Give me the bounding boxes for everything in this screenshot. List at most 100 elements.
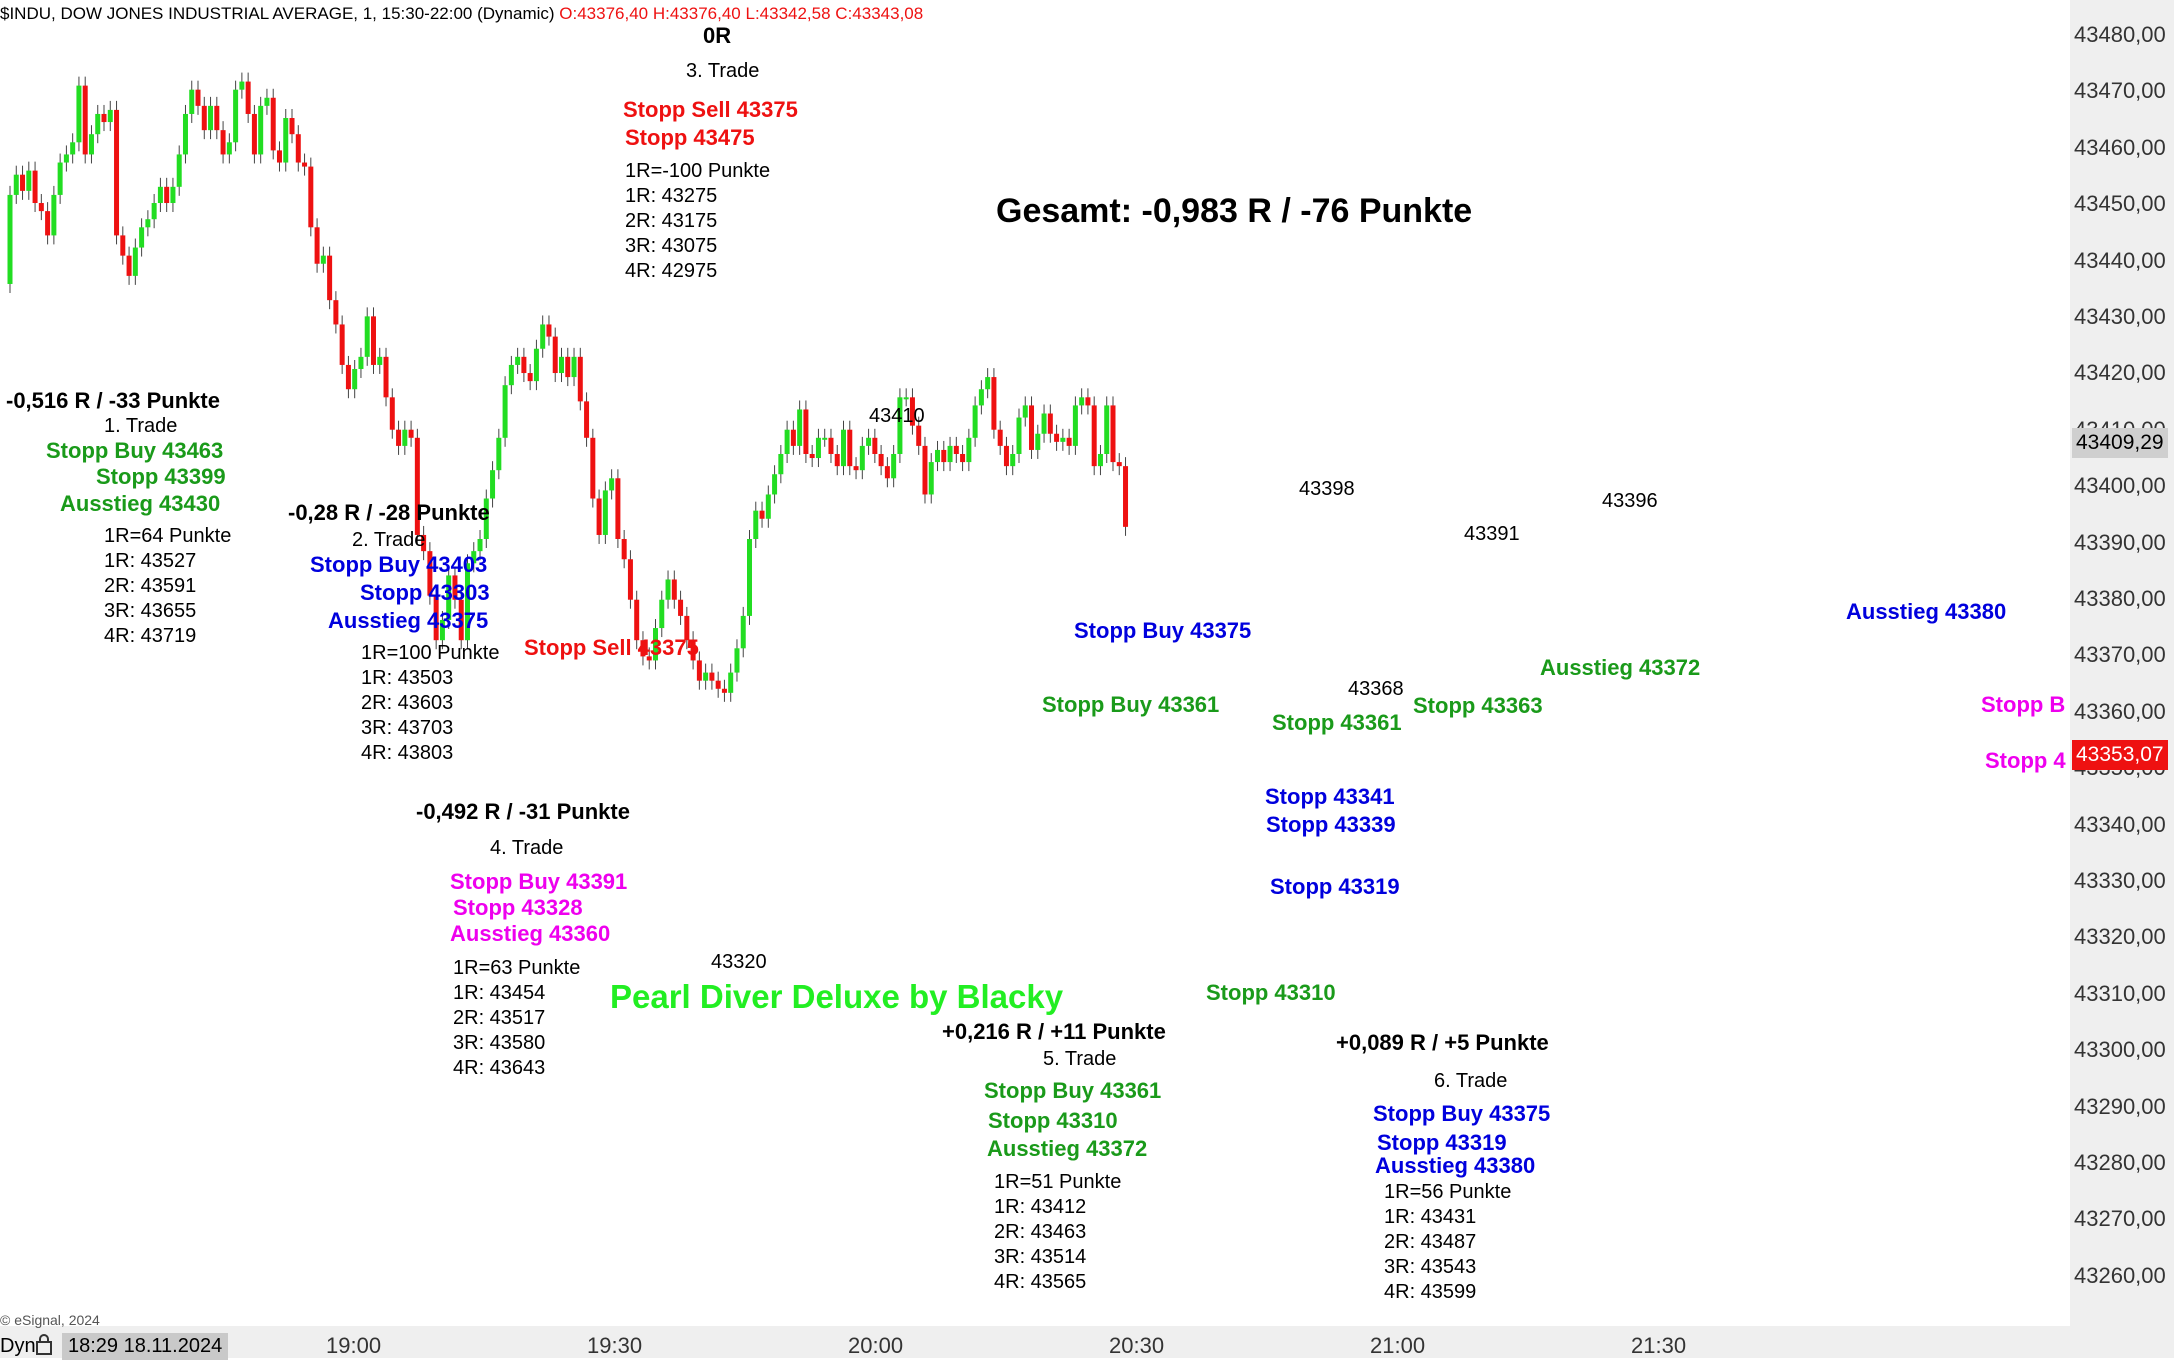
candle-up bbox=[1035, 433, 1041, 450]
label-ausstieg-43372: Ausstieg 43372 bbox=[1540, 655, 1701, 680]
level-43368: 43368 bbox=[1348, 678, 1404, 700]
candle-down bbox=[433, 595, 439, 641]
candle-up bbox=[464, 563, 470, 641]
candle-down bbox=[916, 425, 922, 446]
trade2-r1: 1R: 43503 bbox=[361, 667, 454, 689]
label-stopp-43363: Stopp 43363 bbox=[1413, 693, 1543, 718]
candle-down bbox=[345, 364, 351, 390]
candle-down bbox=[709, 672, 715, 681]
trade1-r1: 1R: 43527 bbox=[104, 550, 197, 572]
candle-up bbox=[891, 453, 897, 479]
candle-up bbox=[797, 409, 803, 446]
y-tick-label: 43390,00 bbox=[2074, 529, 2166, 555]
trade2-r2: 2R: 43603 bbox=[361, 692, 454, 714]
x-tick-label: 20:30 bbox=[1109, 1333, 1165, 1358]
candle-down bbox=[389, 397, 395, 430]
gesamt-summary: Gesamt: -0,983 R / -76 Punkte bbox=[996, 192, 1473, 230]
trade1-r: 1R=64 Punkte bbox=[104, 525, 232, 547]
price-axis[interactable] bbox=[2070, 0, 2174, 1358]
candle-down bbox=[1116, 462, 1122, 467]
y-tick-label: 43310,00 bbox=[2074, 980, 2166, 1006]
candle-down bbox=[872, 437, 878, 454]
brand-label: Pearl Diver Deluxe by Blacky bbox=[610, 978, 1064, 1015]
candle-down bbox=[414, 437, 420, 535]
trade3-r2: 2R: 43175 bbox=[625, 210, 718, 232]
candle-up bbox=[170, 186, 176, 204]
candle-up bbox=[477, 539, 483, 552]
label-stopp-buy-43361: Stopp Buy 43361 bbox=[1042, 692, 1220, 717]
y-tick-label: 43290,00 bbox=[2074, 1093, 2166, 1119]
lock-icon[interactable] bbox=[34, 1333, 54, 1355]
y-tick-label: 43300,00 bbox=[2074, 1037, 2166, 1063]
y-tick-label: 43470,00 bbox=[2074, 78, 2166, 104]
x-tick-label: 19:30 bbox=[587, 1333, 643, 1358]
candle-down bbox=[621, 539, 627, 560]
candle-up bbox=[765, 494, 771, 519]
candle-down bbox=[120, 235, 126, 256]
candle-up bbox=[490, 470, 496, 499]
candle-up bbox=[352, 368, 358, 390]
candle-down bbox=[590, 437, 596, 499]
candle-down bbox=[245, 81, 251, 114]
candle-up bbox=[76, 85, 82, 143]
candle-down bbox=[333, 300, 339, 325]
candle-down bbox=[452, 575, 458, 600]
trade6-r4: 4R: 43599 bbox=[1384, 1281, 1477, 1303]
chart-header: $INDU, DOW JONES INDUSTRIAL AVERAGE, 1, … bbox=[0, 4, 923, 24]
candle-down bbox=[1003, 445, 1009, 467]
candle-up bbox=[1104, 405, 1110, 454]
candle-down bbox=[295, 134, 301, 163]
trade2-result: -0,28 R / -28 Punkte bbox=[288, 500, 490, 525]
trade6-result: +0,089 R / +5 Punkte bbox=[1336, 1030, 1549, 1055]
candle-down bbox=[276, 150, 282, 163]
current-price-label: 43353,07 bbox=[2072, 740, 2168, 770]
candle-down bbox=[1047, 413, 1053, 434]
candle-up bbox=[659, 599, 665, 629]
x-tick-label: 19:00 bbox=[326, 1333, 382, 1358]
candle-up bbox=[1072, 405, 1078, 446]
price-chart[interactable] bbox=[0, 0, 2070, 1326]
candle-up bbox=[508, 364, 514, 386]
candle-up bbox=[13, 174, 19, 195]
candle-up bbox=[208, 105, 214, 131]
candle-up bbox=[1079, 397, 1085, 406]
candle-down bbox=[640, 640, 646, 657]
candle-down bbox=[126, 255, 132, 276]
candle-up bbox=[533, 348, 539, 382]
candlestick-chart bbox=[7, 72, 1129, 702]
candle-down bbox=[308, 166, 314, 228]
candle-down bbox=[546, 324, 552, 337]
trade1-r4: 4R: 43719 bbox=[104, 625, 197, 647]
candle-down bbox=[1029, 405, 1035, 450]
candle-down bbox=[327, 255, 333, 301]
trade2-r4: 4R: 43803 bbox=[361, 742, 454, 764]
candle-down bbox=[715, 680, 721, 689]
trade3-r1: 1R: 43275 bbox=[625, 185, 718, 207]
candle-up bbox=[402, 429, 408, 446]
candle-up bbox=[496, 437, 502, 471]
candle-up bbox=[182, 113, 188, 155]
chart-title: $INDU, DOW JONES INDUSTRIAL AVERAGE, 1, … bbox=[0, 4, 555, 23]
time-axis[interactable] bbox=[0, 1326, 2070, 1358]
candle-up bbox=[815, 437, 821, 459]
candle-down bbox=[164, 186, 170, 204]
trade3-stopp: Stopp 43475 bbox=[625, 125, 755, 150]
y-tick-label: 43260,00 bbox=[2074, 1262, 2166, 1288]
candle-down bbox=[1123, 466, 1129, 527]
ohlc-readout: O:43376,40 H:43376,40 L:43342,58 C:43343… bbox=[559, 4, 924, 23]
candle-down bbox=[790, 429, 796, 446]
candle-down bbox=[82, 85, 88, 155]
candle-down bbox=[458, 599, 464, 641]
y-tick-label: 43480,00 bbox=[2074, 22, 2166, 47]
candle-down bbox=[997, 429, 1003, 446]
candle-up bbox=[740, 615, 746, 649]
candle-up bbox=[358, 356, 364, 369]
candle-down bbox=[396, 429, 402, 446]
candle-down bbox=[1110, 405, 1116, 463]
candle-up bbox=[377, 356, 383, 365]
dynamic-mode-label[interactable]: Dyn bbox=[0, 1335, 36, 1357]
candle-up bbox=[7, 194, 13, 284]
candle-up bbox=[1016, 417, 1022, 454]
trade5-ausstieg: Ausstieg 43372 bbox=[987, 1136, 1148, 1161]
candle-down bbox=[878, 453, 884, 467]
